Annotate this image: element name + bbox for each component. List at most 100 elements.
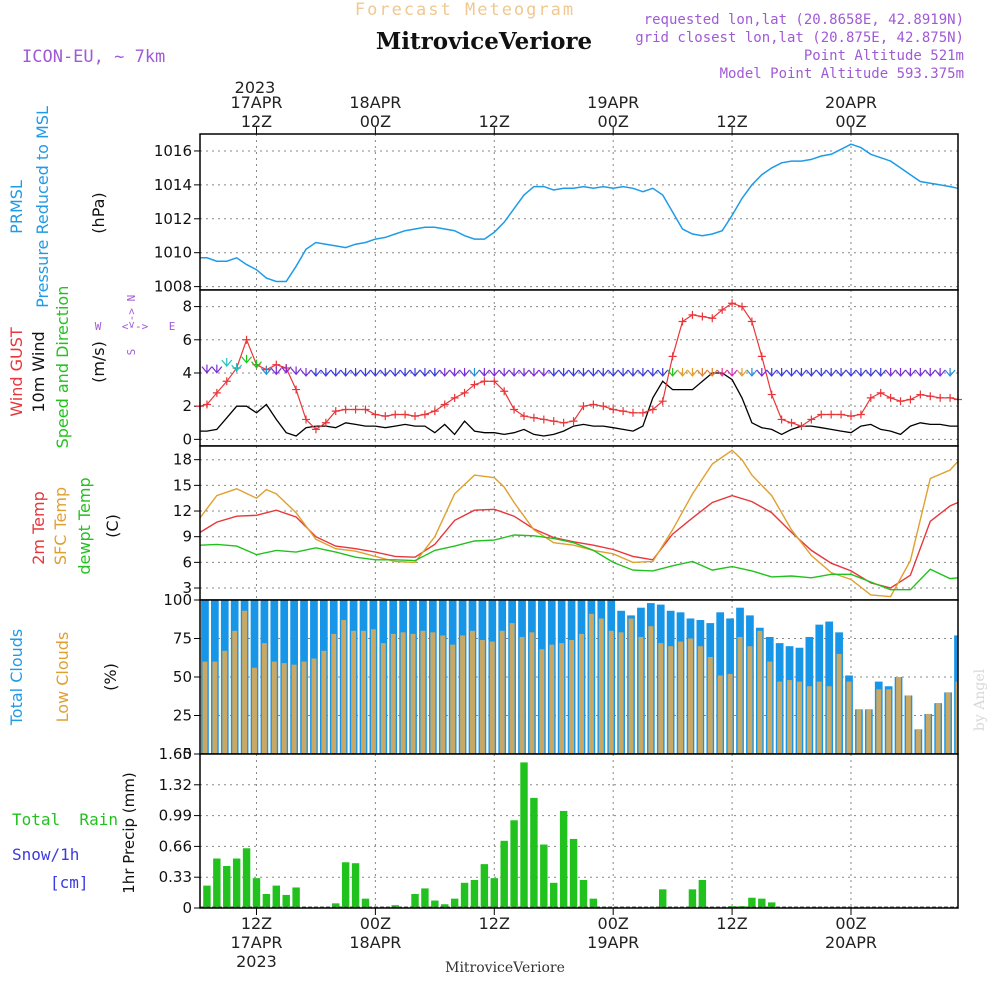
wind-gust-marker <box>420 410 429 419</box>
wind-gust-marker <box>916 390 925 399</box>
bottom-hour-label: 00Z <box>598 914 629 933</box>
temp-unit: (C) <box>103 514 122 538</box>
bottom-date-label: 20APR <box>825 933 877 952</box>
low-cloud-bar <box>291 664 297 754</box>
wind-gust-marker <box>371 410 380 419</box>
wind-gust-marker <box>797 422 806 431</box>
wind-direction-arrow <box>825 367 837 377</box>
low-cloud-bar <box>668 646 674 754</box>
wind-ytick-label: 2 <box>182 397 192 415</box>
temp-dewpt-label: dewpt Temp <box>75 477 94 574</box>
low-cloud-bar <box>430 632 436 754</box>
panels: 1008 1010 1012 1014 1016 0 2 4 6 8 3 6 9 12 15 18 0 25 50 7… <box>154 133 962 917</box>
low-cloud-bar <box>341 620 347 754</box>
wind-direction-arrow <box>478 367 490 377</box>
low-cloud-bar <box>608 630 614 754</box>
wind-gust-marker <box>837 410 846 419</box>
wind-direction-arrow <box>815 367 827 377</box>
wind-direction-arrow <box>686 367 698 377</box>
closest-coords: grid closest lon,lat (20.875E, 42.875N) <box>635 30 964 46</box>
precip-bar <box>351 863 360 908</box>
prmsl-ytick-label: 1008 <box>154 278 192 296</box>
low-cloud-bar <box>876 689 882 754</box>
precip-bar <box>361 898 370 908</box>
top-date-label: 19APR <box>587 93 639 112</box>
cloud-side-labels: Total Clouds Low Clouds (%) <box>7 629 120 727</box>
wind-direction-arrow <box>290 366 302 376</box>
low-cloud-bar <box>707 656 713 754</box>
wind-direction-arrow <box>924 367 936 377</box>
snow-unit-label: [cm] <box>50 873 89 892</box>
wind-gust-marker <box>589 400 598 409</box>
wind-direction-arrow <box>419 367 431 377</box>
wind-gust-marker <box>321 418 330 427</box>
wind-gust-marker <box>480 377 489 386</box>
wind-direction-arrow <box>776 367 788 377</box>
wind-gust-marker <box>629 408 638 417</box>
credit-watermark: by Angel <box>972 668 988 731</box>
wind-gust-marker <box>648 405 657 414</box>
low-cloud-bar <box>529 632 535 754</box>
snow-label: Snow/1h <box>12 845 79 864</box>
wind-direction-arrow <box>379 367 391 377</box>
wind-gust-marker <box>807 415 816 424</box>
low-cloud-bar <box>836 653 842 754</box>
wind-direction-arrow <box>558 367 570 377</box>
low-cloud-bar <box>519 636 525 754</box>
low-cloud-bar <box>351 630 357 754</box>
low-cloud-bar <box>470 630 475 754</box>
pressure-side-labels: PRMSL Pressure Reduced to MSL (hPa) <box>7 106 108 308</box>
precip-bar <box>579 880 588 908</box>
low-cloud-bar <box>479 640 485 754</box>
wind-ytick-label: 6 <box>182 331 192 349</box>
prmsl-panel: 1008 1010 1012 1014 1016 <box>154 133 959 296</box>
wind-gust-marker <box>876 388 885 397</box>
wind-direction-arrow <box>865 367 877 377</box>
low-cloud-bar <box>925 713 931 754</box>
wind-gust-marker <box>440 400 449 409</box>
wind-direction-arrow <box>577 367 589 377</box>
pressure-unit: (hPa) <box>89 192 108 233</box>
wind-direction-arrow <box>231 363 243 372</box>
wind-direction-arrow <box>716 367 728 377</box>
low-cloud-bar <box>757 630 763 754</box>
low-cloud-bar <box>787 680 793 754</box>
wind-direction-arrow <box>726 367 738 377</box>
wind-side-labels: Wind GUST 10m Wind Speed and Direction (… <box>7 286 175 449</box>
low-cloud-bar <box>866 709 872 754</box>
cloud-ytick-label: 25 <box>173 707 192 725</box>
low-cloud-bar <box>410 633 416 754</box>
wind-gust-marker <box>361 405 370 414</box>
top-date-label: 18APR <box>349 93 401 112</box>
wind-direction-arrow <box>409 367 421 377</box>
bottom-date-label: 18APR <box>349 933 401 952</box>
wind-direction-arrow <box>251 359 262 369</box>
wind-speed-direction-label: Speed and Direction <box>53 286 72 449</box>
low-cloud-bar <box>648 626 654 754</box>
low-cloud-bar <box>370 629 376 754</box>
low-cloud-bar <box>856 709 862 754</box>
low-cloud-bar <box>400 632 406 754</box>
precip-ytick-label: 0 <box>182 899 192 917</box>
wind-direction-arrow <box>944 367 956 377</box>
wind-gust-marker <box>936 393 945 402</box>
low-cloud-bar <box>737 636 743 754</box>
wind-gust-marker <box>827 410 836 419</box>
compass-east: E <box>169 320 176 333</box>
wind-gust-marker <box>896 397 905 406</box>
low-cloud-bar <box>905 695 911 754</box>
temp-ytick-label: 9 <box>182 528 192 546</box>
wind-gust-marker <box>698 312 707 321</box>
low-cloud-bar <box>390 633 396 754</box>
low-cloud-bar <box>222 650 228 754</box>
wind-direction-arrow <box>647 367 659 377</box>
wind-gust-marker <box>520 412 529 421</box>
low-cloud-bar <box>777 681 783 754</box>
low-cloud-bar <box>559 643 565 754</box>
low-cloud-bar <box>579 633 584 754</box>
precip-bar <box>450 898 459 908</box>
wind-direction-arrow <box>786 367 797 377</box>
wind-direction-arrow <box>637 367 649 377</box>
bottom-hour-label: 00Z <box>835 914 866 933</box>
pressure-ylabel-line1: PRMSL <box>7 180 26 234</box>
